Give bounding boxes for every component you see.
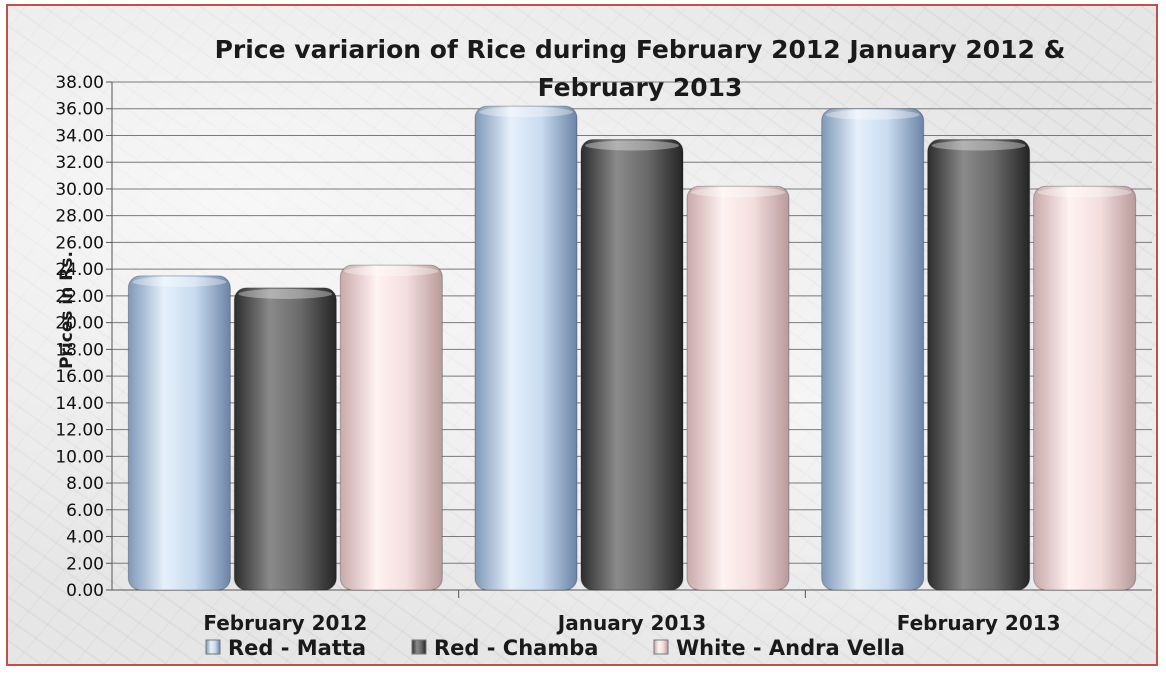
bar-top-cap [1037, 187, 1132, 198]
legend-swatch [653, 639, 669, 655]
y-tick-label: 22.00 [55, 287, 104, 307]
x-category-label: January 2013 [556, 611, 706, 635]
legend-swatch [411, 639, 427, 655]
y-tick-label: 32.00 [55, 153, 104, 173]
chart-title-line-1: Price variarion of Rice during February … [215, 35, 1066, 64]
bar [927, 138, 1031, 591]
bar-body [233, 287, 337, 591]
y-tick-label: 0.00 [66, 581, 104, 601]
bar-top-cap [132, 276, 227, 287]
y-tick-label: 4.00 [66, 528, 104, 548]
legend-label: Red - Chamba [434, 636, 598, 660]
x-axis-categories: February 2012 January 2013 February 2013 [203, 590, 1061, 635]
bar [1033, 185, 1137, 591]
bar-body [127, 275, 231, 591]
x-category-label: February 2013 [897, 611, 1061, 635]
y-tick-label: 26.00 [55, 233, 104, 253]
bar-top-cap [825, 109, 920, 120]
bar-body [580, 138, 684, 591]
y-tick-label: 16.00 [55, 367, 104, 387]
y-tick-label: 28.00 [55, 207, 104, 227]
y-tick-label: 20.00 [55, 314, 104, 334]
legend-label: Red - Matta [228, 636, 366, 660]
legend: Red - Matta Red - Chamba White - Andra Vel… [205, 636, 905, 660]
bar-body [474, 105, 578, 591]
bar [686, 185, 790, 591]
bar-top-cap [479, 107, 573, 118]
y-tick-label: 10.00 [55, 447, 104, 467]
bar-top-cap [585, 140, 679, 151]
y-tick-label: 18.00 [55, 340, 104, 360]
bar [580, 138, 684, 591]
y-axis-label: Prices in Rs. [57, 251, 77, 369]
bar [127, 275, 231, 591]
chart-title-line-2: February 2013 [538, 73, 743, 102]
y-tick-label: 12.00 [55, 421, 104, 441]
bar [339, 264, 443, 591]
y-tick-label: 34.00 [55, 126, 104, 146]
bars [127, 105, 1137, 591]
bar-top-cap [691, 187, 785, 198]
x-category-label: February 2012 [203, 611, 367, 635]
y-tick-label: 2.00 [66, 554, 104, 574]
bar [821, 108, 925, 591]
y-tick-label: 24.00 [55, 260, 104, 280]
bar-body [339, 264, 443, 591]
y-tick-label: 14.00 [55, 394, 104, 414]
bar-body [686, 185, 790, 591]
bar-body [927, 138, 1031, 591]
y-tick-label: 8.00 [66, 474, 104, 494]
bar-top-cap [931, 140, 1026, 151]
bar-body [821, 108, 925, 591]
y-axis-ticks: 0.00 2.00 4.00 6.00 8.00 10.00 12.00 14.00 16.00… [55, 73, 1152, 601]
y-tick-label: 6.00 [66, 501, 104, 521]
bar [474, 105, 578, 591]
y-tick-label: 36.00 [55, 100, 104, 120]
legend-label: White - Andra Vella [676, 636, 905, 660]
legend-swatch [205, 639, 221, 655]
bar-top-cap [344, 266, 439, 277]
bar-top-cap [238, 288, 333, 299]
bar-body [1033, 185, 1137, 591]
y-tick-label: 30.00 [55, 180, 104, 200]
y-tick-label: 38.00 [55, 73, 104, 93]
bar [233, 287, 337, 591]
